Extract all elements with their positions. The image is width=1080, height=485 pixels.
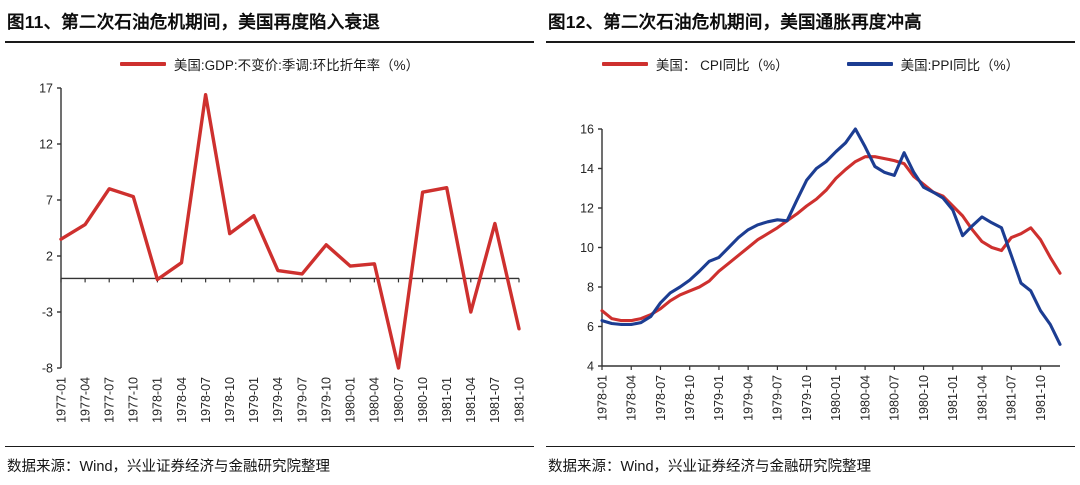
data-source-inflation: 数据来源：Wind，兴业证券经济与金融研究院整理: [546, 446, 1075, 476]
x-tick-label: 1977-04: [78, 377, 92, 423]
x-tick-label: 1981-04: [975, 375, 989, 421]
x-tick-label: 1978-04: [175, 377, 189, 423]
x-tick-label: 1981-10: [512, 377, 526, 423]
x-tick-label: 1980-04: [368, 377, 382, 423]
y-tick-label: 8: [587, 280, 594, 294]
x-tick-label: 1981-01: [946, 375, 960, 421]
y-tick-label: 10: [580, 241, 594, 255]
red-line-swatch-icon: [119, 62, 166, 66]
x-tick-label: 1980-01: [829, 375, 843, 421]
y-tick-label: 16: [580, 122, 594, 136]
x-tick-label: 1978-01: [595, 375, 609, 421]
y-tick-label: -8: [42, 361, 53, 375]
x-tick-label: 1980-01: [344, 377, 358, 423]
legend-item-ppi: 美国:PPI同比（%）: [846, 54, 1020, 74]
chart-title-gdp: 图11、第二次石油危机期间，美国再度陷入衰退: [5, 4, 534, 43]
y-tick-label: 17: [39, 81, 53, 95]
legend-item-cpi: 美国： CPI同比（%）: [601, 54, 789, 74]
legend-item-gdp: 美国:GDP:不变价:季调:环比折年率（%）: [119, 54, 420, 74]
x-tick-label: 1979-04: [741, 375, 755, 421]
x-tick-label: 1979-01: [247, 377, 261, 423]
panel-inflation: 图12、第二次石油危机期间，美国通胀再度冲高 美国： CPI同比（%） 美国:P…: [546, 4, 1075, 485]
data-source-gdp: 数据来源：Wind，兴业证券经济与金融研究院整理: [5, 446, 534, 476]
legend-label-cpi: 美国： CPI同比（%）: [655, 58, 789, 73]
x-tick-label: 1978-10: [223, 377, 237, 423]
x-tick-label: 1979-07: [295, 377, 309, 423]
y-tick-label: 14: [580, 162, 594, 176]
x-tick-label: 1981-01: [440, 377, 454, 423]
x-tick-label: 1980-07: [888, 375, 902, 421]
legend-label-gdp: 美国:GDP:不变价:季调:环比折年率（%）: [173, 58, 420, 73]
x-tick-label: 1979-04: [271, 377, 285, 423]
x-tick-label: 1979-01: [712, 375, 726, 421]
x-tick-labels: 1977-01 1977-04 1977-07 1977-10 1978-01 1978-…: [54, 377, 526, 423]
panel-gdp: 图11、第二次石油危机期间，美国再度陷入衰退 美国:GDP:不变价:季调:环比折…: [5, 4, 534, 485]
x-tick-label: 1980-10: [416, 377, 430, 423]
chart-title-inflation: 图12、第二次石油危机期间，美国通胀再度冲高: [546, 4, 1075, 43]
red-line-swatch-icon: [601, 62, 648, 66]
x-tick-label: 1978-01: [151, 377, 165, 423]
y-tick-label: 4: [587, 359, 594, 373]
x-tick-label: 1977-07: [103, 377, 117, 423]
legend-inflation: 美国： CPI同比（%） 美国:PPI同比（%）: [546, 54, 1075, 74]
x-tick-label: 1981-07: [488, 377, 502, 423]
x-tick-label: 1981-04: [464, 377, 478, 423]
blue-line-swatch-icon: [846, 62, 893, 66]
x-tick-label: 1979-10: [319, 377, 333, 423]
x-tick-label: 1980-04: [858, 375, 872, 421]
x-tick-label: 1977-01: [54, 377, 68, 423]
y-tick-label: 2: [46, 249, 53, 263]
x-tick-labels: 1978-01 1978-04 1978-07 1978-10 1979-01 1979-…: [595, 375, 1048, 421]
series-line-0: [59, 93, 521, 370]
y-tick-label: 6: [587, 320, 594, 334]
x-tick-label: 1978-07: [654, 375, 668, 421]
x-tick-label: 1977-10: [127, 377, 141, 423]
x-tick-label: 1981-07: [1005, 375, 1019, 421]
legend-gdp: 美国:GDP:不变价:季调:环比折年率（%）: [5, 54, 534, 74]
x-tick-label: 1979-07: [771, 375, 785, 421]
y-tick-label: 12: [580, 201, 594, 215]
x-tick-label: 1980-10: [917, 375, 931, 421]
series-line-1: [600, 127, 1062, 346]
x-tick-label: 1978-10: [683, 375, 697, 421]
x-tick-label: 1981-10: [1034, 375, 1048, 421]
x-tick-label: 1979-10: [800, 375, 814, 421]
y-tick-label: 12: [39, 137, 53, 151]
series-line-0: [600, 155, 1062, 323]
x-tick-label: 1978-04: [625, 375, 639, 421]
legend-label-ppi: 美国:PPI同比（%）: [900, 58, 1020, 73]
y-tick-label: -3: [42, 305, 53, 319]
y-tick-label: 7: [46, 193, 53, 207]
x-tick-label: 1978-07: [199, 377, 213, 423]
x-tick-label: 1980-07: [392, 377, 406, 423]
